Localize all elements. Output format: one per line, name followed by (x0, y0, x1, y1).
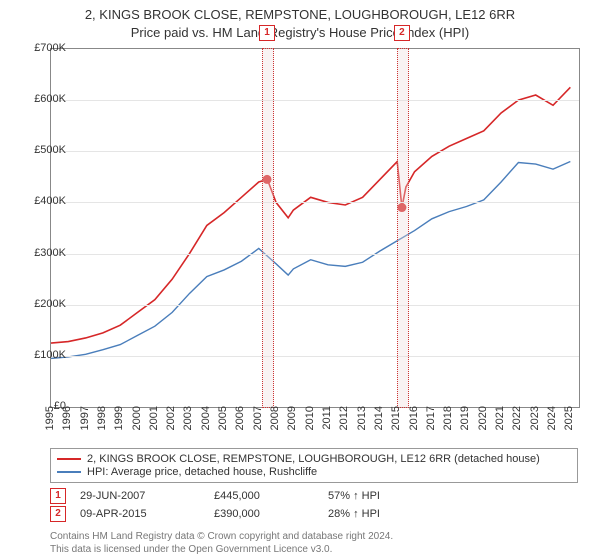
x-tick-label: 2018 (442, 406, 454, 430)
x-tick-label: 2006 (234, 406, 246, 430)
x-tick-label: 1999 (113, 406, 125, 430)
x-tick-label: 1997 (79, 406, 91, 430)
x-tick-label: 2001 (148, 406, 160, 430)
x-tick-label: 2009 (286, 406, 298, 430)
x-tick-label: 1998 (96, 406, 108, 430)
x-tick-label: 2008 (269, 406, 281, 430)
legend-row-hpi: HPI: Average price, detached house, Rush… (57, 466, 571, 478)
legend-swatch-hpi (57, 471, 81, 473)
x-tick-label: 2025 (563, 406, 575, 430)
x-tick-label: 2022 (511, 406, 523, 430)
sale-row-1: 1 29-JUN-2007 £445,000 57% ↑ HPI (50, 487, 578, 505)
sale-marker-1: 1 (50, 488, 66, 504)
sale-date-1: 29-JUN-2007 (80, 490, 210, 502)
x-tick-label: 2020 (477, 406, 489, 430)
x-tick-label: 2019 (459, 406, 471, 430)
sale-vs-2: 28% ↑ HPI (328, 508, 438, 520)
legend-swatch-price (57, 458, 81, 460)
y-tick-label: £100K (34, 349, 66, 361)
x-tick-label: 2004 (200, 406, 212, 430)
x-tick-label: 2000 (131, 406, 143, 430)
x-tick-label: 2013 (356, 406, 368, 430)
sale-price-1: £445,000 (214, 490, 324, 502)
sale-vs-1: 57% ↑ HPI (328, 490, 438, 502)
x-tick-label: 2021 (494, 406, 506, 430)
x-tick-label: 2010 (304, 406, 316, 430)
sale-row-2: 2 09-APR-2015 £390,000 28% ↑ HPI (50, 505, 578, 523)
event-band (262, 48, 274, 408)
y-tick-label: £700K (34, 42, 66, 54)
x-tick-label: 2012 (338, 406, 350, 430)
event-marker: 2 (394, 25, 410, 41)
y-tick-label: £400K (34, 195, 66, 207)
legend-label-hpi: HPI: Average price, detached house, Rush… (87, 466, 317, 478)
sale-date-2: 09-APR-2015 (80, 508, 210, 520)
x-tick-label: 2005 (217, 406, 229, 430)
x-tick-label: 2003 (182, 406, 194, 430)
x-tick-label: 2023 (529, 406, 541, 430)
footer-attribution: Contains HM Land Registry data © Crown c… (50, 530, 393, 556)
x-tick-label: 2007 (252, 406, 264, 430)
y-tick-label: £0 (54, 400, 66, 412)
x-tick-label: 2017 (425, 406, 437, 430)
chart-title: 2, KINGS BROOK CLOSE, REMPSTONE, LOUGHBO… (0, 6, 600, 41)
chart-plot-area: 12 (50, 48, 580, 408)
legend-label-price: 2, KINGS BROOK CLOSE, REMPSTONE, LOUGHBO… (87, 453, 540, 465)
sale-price-2: £390,000 (214, 508, 324, 520)
y-tick-label: £500K (34, 144, 66, 156)
y-tick-label: £200K (34, 298, 66, 310)
footer-line1: Contains HM Land Registry data © Crown c… (50, 530, 393, 543)
x-tick-label: 2011 (321, 406, 333, 430)
event-marker: 1 (259, 25, 275, 41)
y-tick-label: £300K (34, 247, 66, 259)
legend-row-price: 2, KINGS BROOK CLOSE, REMPSTONE, LOUGHBO… (57, 453, 571, 465)
legend-panel: 2, KINGS BROOK CLOSE, REMPSTONE, LOUGHBO… (50, 448, 578, 523)
sale-marker-2: 2 (50, 506, 66, 522)
series-line (51, 162, 570, 359)
x-tick-label: 2024 (546, 406, 558, 430)
chart-svg (51, 49, 579, 407)
title-line1: 2, KINGS BROOK CLOSE, REMPSTONE, LOUGHBO… (0, 6, 600, 24)
x-tick-label: 2002 (165, 406, 177, 430)
y-tick-label: £600K (34, 93, 66, 105)
footer-line2: This data is licensed under the Open Gov… (50, 543, 393, 556)
x-tick-label: 2014 (373, 406, 385, 430)
x-tick-label: 2016 (408, 406, 420, 430)
legend-series-box: 2, KINGS BROOK CLOSE, REMPSTONE, LOUGHBO… (50, 448, 578, 483)
event-band (397, 48, 409, 408)
x-tick-label: 2015 (390, 406, 402, 430)
title-line2: Price paid vs. HM Land Registry's House … (0, 24, 600, 42)
